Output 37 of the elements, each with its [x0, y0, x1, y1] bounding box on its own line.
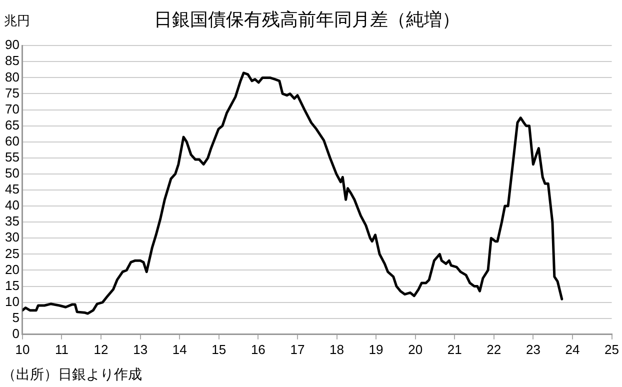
- x-tick-label: 11: [54, 342, 68, 357]
- x-tick-label: 23: [526, 342, 540, 357]
- x-tick-label: 24: [565, 342, 580, 357]
- x-tick-label: 18: [330, 342, 344, 357]
- x-tick-label: 12: [94, 342, 108, 357]
- x-tick-label: 19: [368, 342, 384, 357]
- x-tick-label: 17: [290, 342, 305, 357]
- y-tick-label: 90: [4, 37, 20, 52]
- x-tick-label: 15: [212, 342, 226, 357]
- x-tick-label: 22: [486, 342, 502, 357]
- y-tick-label: 5: [12, 310, 20, 325]
- y-tick-label: 15: [4, 278, 20, 293]
- y-tick-label: 40: [4, 198, 20, 213]
- x-tick-label: 16: [250, 342, 266, 357]
- y-tick-label: 20: [4, 262, 20, 277]
- x-tick-label: 20: [408, 342, 423, 357]
- y-tick-label: 85: [4, 53, 20, 68]
- y-tick-label: 10: [4, 294, 20, 309]
- y-tick-label: 45: [4, 182, 20, 197]
- y-tick-label: 55: [4, 149, 20, 164]
- x-tick-label: 13: [133, 342, 148, 357]
- y-tick-label: 25: [4, 246, 20, 261]
- y-tick-label: 30: [4, 230, 20, 245]
- y-tick-label: 50: [4, 166, 20, 181]
- text: （出所）日銀より作成: [2, 366, 142, 384]
- y-tick-label: 0: [12, 326, 20, 341]
- y-tick-label: 75: [4, 85, 20, 100]
- y-axis-title: 兆円: [4, 13, 30, 30]
- x-tick-label: 25: [604, 342, 620, 357]
- y-tick-label: 65: [4, 117, 20, 132]
- y-tick-label: 80: [4, 69, 20, 84]
- y-tick-label: 35: [4, 214, 20, 229]
- y-tick-label: 70: [4, 101, 20, 116]
- x-tick-label: 14: [172, 342, 187, 357]
- x-tick-label: 21: [447, 342, 462, 357]
- chart-title: 日銀国債保有残高前年同月差（純増）: [154, 9, 460, 30]
- y-tick-label: 60: [4, 133, 20, 148]
